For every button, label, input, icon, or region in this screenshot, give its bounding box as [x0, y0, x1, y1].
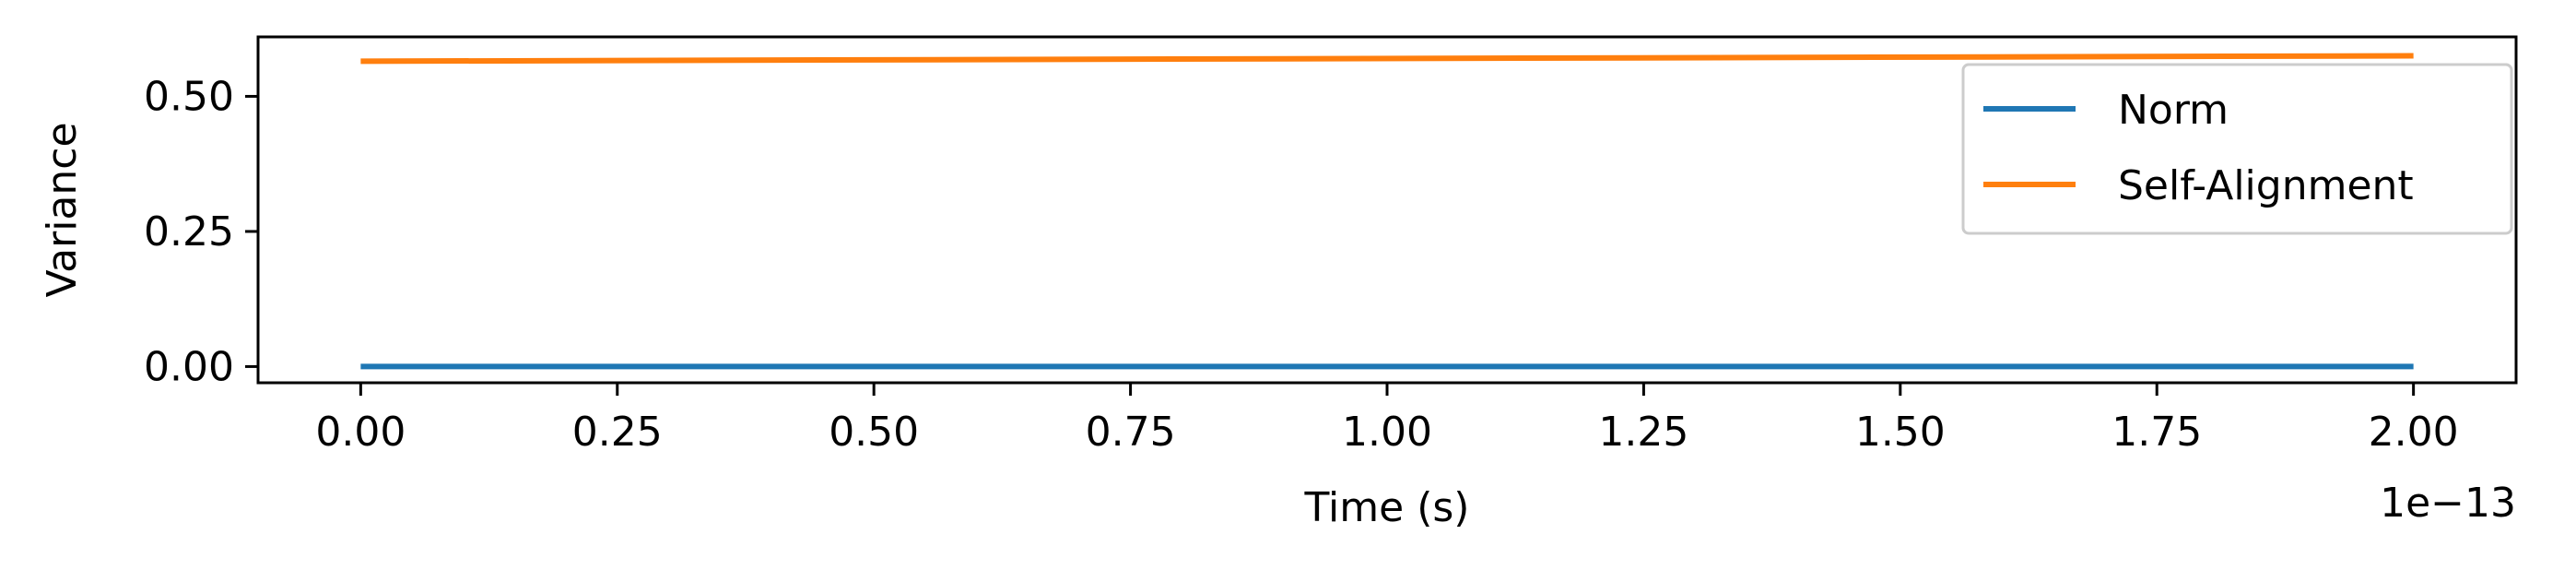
x-tick-label: 0.25: [572, 409, 663, 456]
legend-box: [1961, 63, 2513, 235]
legend-label: Self-Alignment: [2118, 162, 2414, 209]
x-tick-label: 1.75: [2111, 409, 2202, 456]
x-tick-label: 1.00: [1342, 409, 1432, 456]
x-tick-label: 2.00: [2369, 409, 2459, 456]
series-line-self-alignment: [360, 53, 2414, 65]
x-axis-label: Time (s): [1304, 484, 1470, 531]
legend-entries: Norm Self-Alignment: [1983, 87, 2414, 209]
series-layer: [360, 53, 2414, 370]
x-tick-label: 1.25: [1598, 409, 1688, 456]
y-tick-label: 0.00: [144, 343, 234, 390]
legend-label: Norm: [2118, 87, 2229, 134]
x-axis-ticks: 0.00 0.25 0.50 0.75 1.00 1.25 1.50 1.75 2.00: [315, 383, 2459, 456]
y-tick-label: 0.50: [144, 73, 234, 120]
y-axis-ticks: 0.00 0.25 0.50: [144, 73, 258, 390]
legend: Norm Self-Alignment: [1961, 63, 2513, 235]
x-tick-label: 1.50: [1855, 409, 1946, 456]
x-axis-offset-text: 1e−13: [2380, 480, 2516, 527]
y-axis-label: Variance: [39, 122, 86, 297]
y-tick-label: 0.25: [144, 208, 234, 255]
x-tick-label: 0.00: [315, 409, 406, 456]
x-tick-label: 0.50: [829, 409, 919, 456]
x-tick-label: 0.75: [1086, 409, 1176, 456]
